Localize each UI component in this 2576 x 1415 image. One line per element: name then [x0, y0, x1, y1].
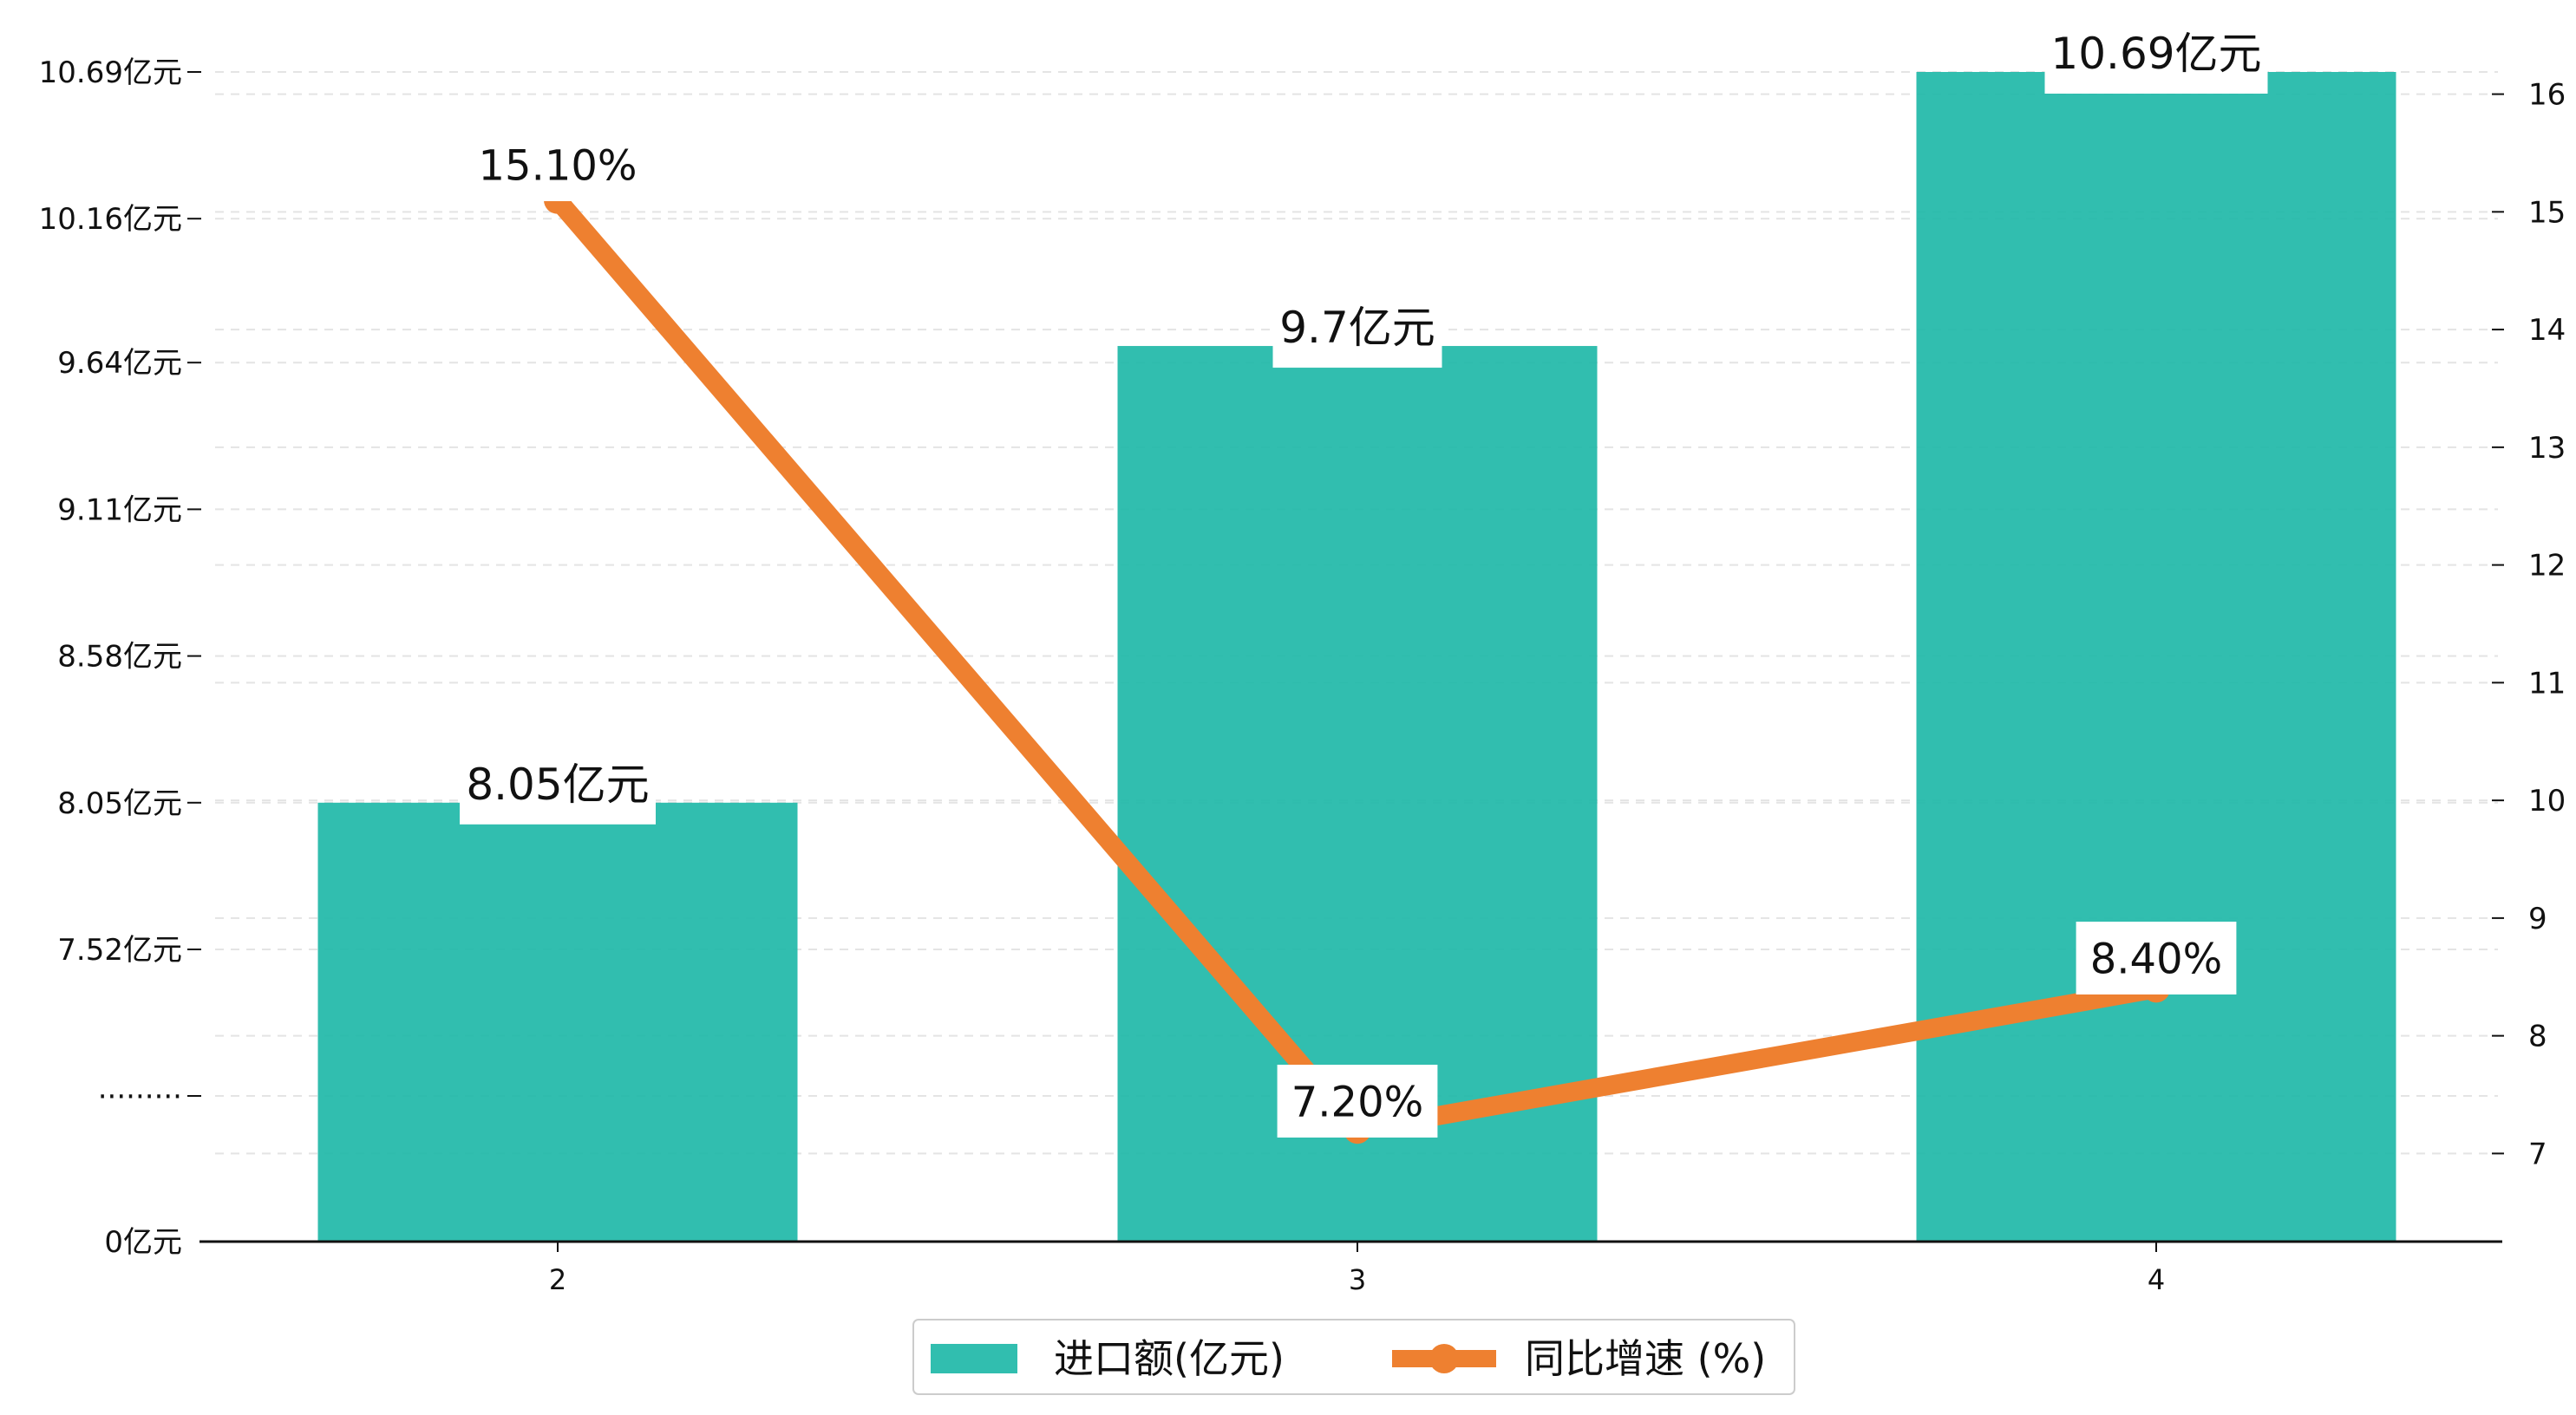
legend-bar-swatch: [931, 1344, 1017, 1373]
legend-line-marker: [1429, 1344, 1459, 1373]
line-label-2-group: 15.10%: [464, 128, 651, 201]
bar-label-4-group: 10.69亿元: [2044, 26, 2268, 94]
y-left-tick-label-8: 10.69亿元: [39, 55, 182, 90]
y-right-tick-label-9: 16: [2528, 78, 2566, 113]
bar-series: [317, 72, 2396, 1242]
bar-label-3-box: [1272, 300, 1442, 368]
y-left-tick-label-2: 7.52亿元: [57, 933, 182, 968]
y-left-tick-label-6: 9.64亿元: [57, 346, 182, 381]
y-left-tick-label-4: 8.58亿元: [57, 640, 182, 675]
line-label-2: 15.10%: [478, 141, 637, 190]
bar-label-3-group: 9.7亿元: [1272, 300, 1442, 368]
y-right-tick-label-1: 8: [2528, 1020, 2547, 1054]
legend-box: [912, 1319, 1795, 1395]
y-right-tick-label-0: 7: [2528, 1137, 2547, 1171]
y-right-tick-label-5: 12: [2528, 549, 2566, 584]
line-label-4-box: [2076, 922, 2237, 994]
legend-label-line: 同比增速 (%): [1525, 1335, 1766, 1382]
bar-label-2-box: [460, 756, 656, 825]
y-right-tick-label-6: 13: [2528, 431, 2566, 466]
y-right-tick-label-2: 9: [2528, 902, 2547, 936]
y-left-tick-label-0: 0亿元: [104, 1225, 182, 1260]
legend: 进口额(亿元) 同比增速 (%): [912, 1319, 1795, 1395]
y-right-tick-label-3: 10: [2528, 784, 2566, 818]
bar-label-3: 9.7亿元: [1279, 303, 1435, 353]
bar-label-4-box: [2044, 26, 2268, 94]
bar-label-4: 10.69亿元: [2050, 29, 2261, 79]
line-label-3-box: [1277, 1065, 1438, 1138]
y-left-tick-label-7: 10.16亿元: [39, 202, 182, 237]
y-right-tick-label-4: 11: [2528, 666, 2566, 701]
line-label-3-group: 7.20%: [1277, 1065, 1438, 1138]
line-label-2-box: [464, 128, 651, 201]
bar-label-2: 8.05亿元: [466, 760, 649, 810]
y-left-tick-label-1: ·········: [98, 1079, 182, 1114]
bar-4: [1916, 72, 2396, 1242]
y-left-tick-label-5: 9.11亿元: [57, 492, 182, 527]
y-right-tick-label-7: 14: [2528, 313, 2566, 348]
bar-2: [317, 802, 798, 1242]
x-tick-label-3: 3: [1349, 1263, 1366, 1296]
y-left-tick-label-3: 8.05亿元: [57, 786, 182, 821]
y-right-tick-label-8: 15: [2528, 195, 2566, 230]
axes: 2 3 4 0亿元 ········· 7.52亿元 8.05亿元 8.58亿元 9.11亿元 9…: [39, 55, 2566, 1296]
data-labels: 8.05亿元 9.7亿元 10.69亿元 15.10% 7.20% 8.40%: [460, 26, 2268, 1138]
line-label-4: 8.40%: [2090, 935, 2222, 983]
x-tick-label-2: 2: [549, 1263, 566, 1296]
x-tick-label-4: 4: [2148, 1263, 2165, 1296]
line-label-3: 7.20%: [1291, 1078, 1423, 1126]
bar-label-2-group: 8.05亿元: [460, 756, 656, 825]
line-label-4-group: 8.40%: [2076, 922, 2237, 994]
legend-label-bar: 进口额(亿元): [1054, 1335, 1285, 1382]
